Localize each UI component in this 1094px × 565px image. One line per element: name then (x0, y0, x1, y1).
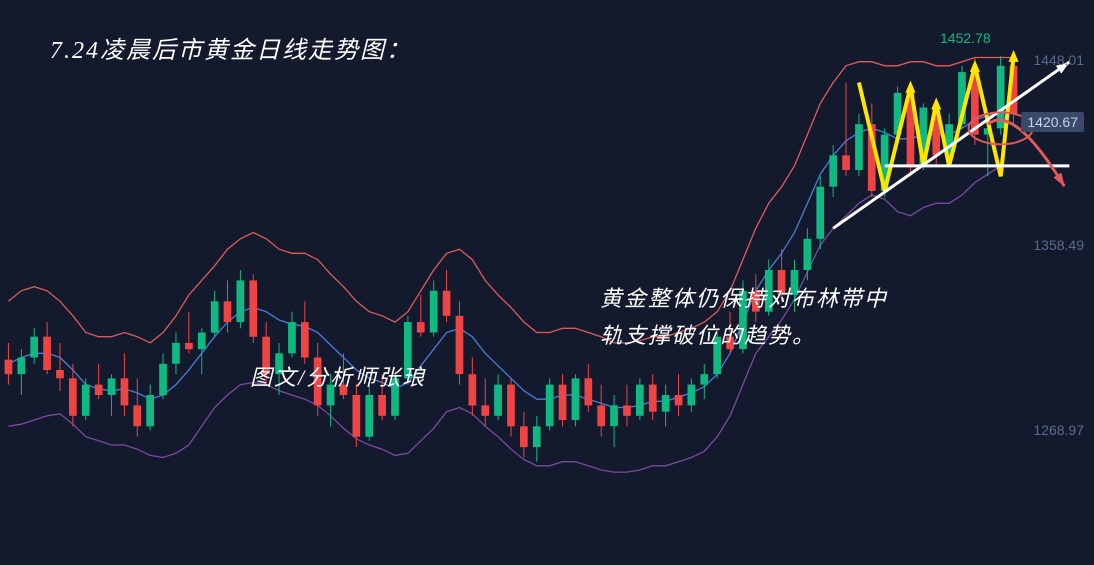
candle-body (159, 364, 167, 395)
zigzag-arrowhead (1009, 50, 1019, 62)
candle-body (301, 322, 309, 357)
candle-body (816, 187, 824, 239)
candle-body (456, 316, 464, 374)
candle-body (378, 395, 386, 416)
candle-body (417, 322, 425, 332)
candle-body (121, 378, 129, 405)
candle-body (546, 385, 554, 427)
candle-body (133, 405, 141, 426)
candle-body (610, 405, 618, 426)
candle-body (675, 395, 683, 405)
candle-body (185, 343, 193, 349)
red-arrowhead (1053, 173, 1064, 187)
y-axis-label: 1420.67 (1021, 112, 1084, 132)
author-text: 图文/分析师张琅 (250, 360, 426, 392)
candle-body (700, 374, 708, 384)
y-axis-label: 1268.97 (1033, 422, 1084, 438)
analysis-line2: 轨支撑破位的趋势。 (600, 323, 816, 348)
zigzag-arrowhead (931, 97, 941, 109)
candle-body (649, 385, 657, 412)
candle-body (585, 378, 593, 405)
candle-body (82, 385, 90, 416)
candle-body (597, 405, 605, 426)
candle-body (288, 322, 296, 353)
candle-body (842, 155, 850, 170)
zigzag-arrowhead (905, 81, 915, 93)
candle-body (172, 343, 180, 364)
candle-body (507, 385, 515, 427)
bollinger-mid (8, 112, 1013, 408)
candle-body (430, 291, 438, 333)
candle-body (623, 405, 631, 415)
candle-body (95, 385, 103, 395)
candle-body (365, 395, 373, 437)
candle-body (224, 301, 232, 322)
candle-body (469, 374, 477, 405)
chart-container: 7.24凌晨后市黄金日线走势图： 黄金整体仍保持对布林带中 轨支撑破位的趋势。 … (0, 0, 1094, 565)
candle-body (855, 124, 863, 170)
candle-body (829, 155, 837, 186)
candle-body (520, 426, 528, 447)
candle-body (198, 333, 206, 350)
candle-body (5, 360, 13, 375)
y-axis-label: 1358.49 (1033, 237, 1084, 253)
candlestick-chart (0, 0, 1094, 565)
candle-body (662, 395, 670, 412)
analysis-text: 黄金整体仍保持对布林带中 轨支撑破位的趋势。 (600, 280, 888, 355)
candle-body (18, 358, 26, 375)
candle-body (494, 385, 502, 416)
candle-body (108, 378, 116, 395)
candle-body (636, 385, 644, 416)
candle-body (559, 385, 567, 420)
candle-body (443, 291, 451, 316)
candle-body (146, 395, 154, 426)
candle-body (56, 370, 64, 378)
candle-body (211, 301, 219, 332)
candle-body (353, 395, 361, 437)
candle-body (30, 337, 38, 358)
candle-body (481, 405, 489, 415)
candle-body (69, 378, 77, 416)
candle-body (804, 239, 812, 270)
candle-body (43, 337, 51, 370)
candle-body (249, 280, 257, 336)
y-axis-label: 1448.01 (1033, 52, 1084, 68)
candle-body (237, 280, 245, 322)
peak-value-label: 1452.78 (940, 30, 991, 46)
candle-body (533, 426, 541, 447)
candle-body (688, 385, 696, 406)
chart-title: 7.24凌晨后市黄金日线走势图： (50, 30, 412, 65)
candle-body (572, 378, 580, 420)
zigzag-arrowhead (970, 60, 980, 72)
analysis-line1: 黄金整体仍保持对布林带中 (600, 286, 888, 311)
